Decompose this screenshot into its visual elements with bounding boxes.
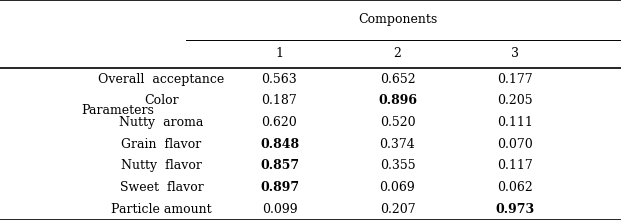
Text: Nutty  flavor: Nutty flavor (121, 159, 202, 172)
Text: Sweet  flavor: Sweet flavor (120, 181, 203, 194)
Text: 0.848: 0.848 (260, 138, 299, 151)
Text: 0.062: 0.062 (497, 181, 533, 194)
Text: 0.620: 0.620 (261, 116, 297, 129)
Text: 0.099: 0.099 (261, 203, 297, 216)
Text: 0.374: 0.374 (379, 138, 415, 151)
Text: Nutty  aroma: Nutty aroma (119, 116, 204, 129)
Text: Components: Components (358, 13, 437, 26)
Text: 0.070: 0.070 (497, 138, 533, 151)
Text: 0.177: 0.177 (497, 73, 533, 86)
Text: 0.896: 0.896 (378, 94, 417, 107)
Text: 0.187: 0.187 (261, 94, 297, 107)
Text: 0.111: 0.111 (497, 116, 533, 129)
Text: 0.207: 0.207 (379, 203, 415, 216)
Text: 0.857: 0.857 (260, 159, 299, 172)
Text: 0.520: 0.520 (379, 116, 415, 129)
Text: 2: 2 (394, 47, 401, 60)
Text: 3: 3 (512, 47, 519, 60)
Text: Particle amount: Particle amount (111, 203, 212, 216)
Text: Overall  acceptance: Overall acceptance (98, 73, 225, 86)
Text: Color: Color (144, 94, 179, 107)
Text: 1: 1 (276, 47, 283, 60)
Text: Parameters: Parameters (81, 103, 155, 117)
Text: 0.897: 0.897 (260, 181, 299, 194)
Text: 0.117: 0.117 (497, 159, 533, 172)
Text: 0.652: 0.652 (379, 73, 415, 86)
Text: 0.563: 0.563 (261, 73, 297, 86)
Text: 0.205: 0.205 (497, 94, 533, 107)
Text: 0.069: 0.069 (379, 181, 415, 194)
Text: Grain  flavor: Grain flavor (121, 138, 202, 151)
Text: 0.973: 0.973 (496, 203, 535, 216)
Text: 0.355: 0.355 (379, 159, 415, 172)
